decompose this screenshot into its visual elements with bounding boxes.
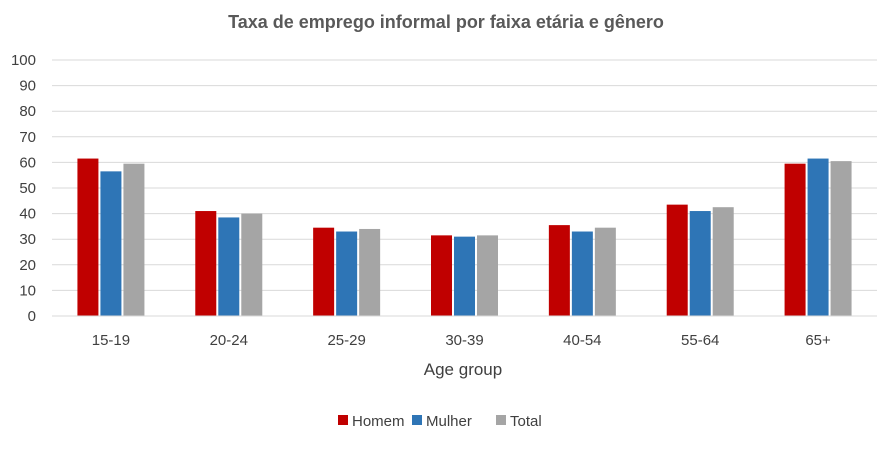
gridlines xyxy=(52,59,877,291)
x-tick-label: 20-24 xyxy=(210,332,248,349)
bar-homem-20-24 xyxy=(195,211,217,316)
bar-total-55-64 xyxy=(712,207,734,316)
x-axis-title: Age group xyxy=(424,360,502,379)
legend-label-homem: Homem xyxy=(352,413,405,430)
bar-homem-30-39 xyxy=(431,235,452,316)
bar-mulher-20-24 xyxy=(218,217,240,316)
bars xyxy=(77,158,852,316)
y-axis-ticks: 0 10 20 30 40 50 60 70 80 90 100 xyxy=(11,52,36,325)
bar-total-30-39 xyxy=(477,235,498,316)
x-tick-label: 15-19 xyxy=(92,332,130,349)
y-tick-label: 50 xyxy=(19,180,36,197)
bar-homem-65+ xyxy=(784,163,806,316)
y-tick-label: 10 xyxy=(19,282,36,299)
legend-label-total: Total xyxy=(510,413,542,430)
chart-title: Taxa de emprego informal por faixa etári… xyxy=(228,12,664,32)
bar-total-20-24 xyxy=(241,213,263,316)
bar-homem-40-54 xyxy=(548,225,570,316)
bar-total-25-29 xyxy=(359,228,381,316)
legend-label-mulher: Mulher xyxy=(426,413,472,430)
x-tick-label: 40-54 xyxy=(563,332,601,349)
bar-mulher-15-19 xyxy=(100,171,122,316)
x-tick-label: 65+ xyxy=(805,332,831,349)
bar-mulher-55-64 xyxy=(689,211,711,316)
y-tick-label: 30 xyxy=(19,231,36,248)
y-tick-label: 80 xyxy=(19,103,36,120)
bar-mulher-30-39 xyxy=(454,236,475,316)
bar-mulher-65+ xyxy=(807,158,829,316)
bar-total-15-19 xyxy=(123,163,145,316)
y-tick-label: 20 xyxy=(19,257,36,274)
bar-homem-15-19 xyxy=(77,158,99,316)
bar-mulher-40-54 xyxy=(571,231,593,316)
bar-total-65+ xyxy=(830,161,852,316)
bar-homem-55-64 xyxy=(666,204,688,316)
bar-mulher-25-29 xyxy=(336,231,358,316)
legend-swatch-homem xyxy=(338,415,348,425)
y-tick-label: 0 xyxy=(28,308,36,325)
x-tick-label: 25-29 xyxy=(327,332,365,349)
x-tick-label: 55-64 xyxy=(681,332,719,349)
bar-total-40-54 xyxy=(594,227,616,316)
y-tick-label: 100 xyxy=(11,52,36,69)
y-tick-label: 90 xyxy=(19,78,36,95)
legend: Homem Mulher Total xyxy=(338,413,542,430)
legend-swatch-mulher xyxy=(412,415,422,425)
x-tick-label: 30-39 xyxy=(445,332,483,349)
legend-swatch-total xyxy=(496,415,506,425)
y-tick-label: 40 xyxy=(19,206,36,223)
x-axis-ticks: 15-19 20-24 25-29 30-39 40-54 55-64 65+ xyxy=(92,332,831,349)
bar-homem-25-29 xyxy=(313,227,335,316)
y-tick-label: 60 xyxy=(19,154,36,171)
y-tick-label: 70 xyxy=(19,129,36,146)
